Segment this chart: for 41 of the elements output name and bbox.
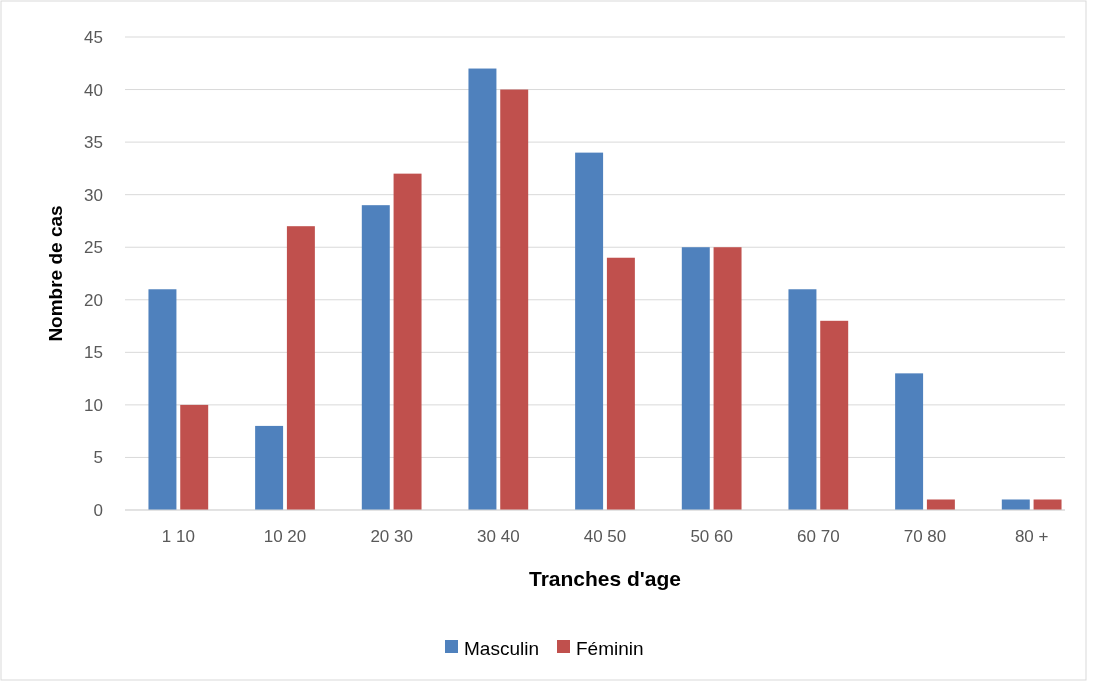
x-tick-label: 60 70 (797, 527, 840, 546)
bar (820, 320, 849, 510)
bar (468, 68, 497, 510)
bar (788, 289, 817, 510)
y-tick-label: 25 (84, 238, 103, 258)
y-tick-label: 0 (93, 500, 103, 520)
y-tick-label: 15 (84, 343, 103, 363)
legend-label: Masculin (464, 637, 539, 659)
x-tick-label: 50 60 (690, 527, 733, 546)
bar (1001, 499, 1030, 510)
x-tick-label: 20 30 (370, 527, 413, 546)
legend-label: Féminin (576, 637, 644, 659)
bar (681, 247, 710, 510)
y-tick-label: 40 (84, 80, 103, 100)
bar (1033, 499, 1062, 510)
x-tick-label: 80 + (1014, 527, 1049, 546)
y-tick-label: 10 (84, 395, 103, 415)
bar (713, 247, 742, 510)
x-tick-label: 70 80 (903, 527, 947, 546)
y-tick-label: 35 (84, 133, 103, 153)
bar (180, 404, 209, 510)
bar (575, 152, 604, 510)
bar (148, 289, 177, 510)
y-tick-label: 45 (84, 27, 103, 47)
bar (926, 499, 955, 510)
x-tick-label: 30 40 (477, 527, 520, 546)
x-tick-label: 1 10 (161, 527, 195, 546)
bar (361, 205, 390, 510)
bar (286, 226, 315, 510)
bar (606, 257, 635, 510)
x-tick-label: 10 20 (263, 527, 307, 546)
bar (393, 173, 422, 510)
y-tick-label: 5 (93, 448, 103, 468)
y-axis-title: Nombre de cas (45, 205, 66, 342)
y-tick-label: 20 (84, 290, 103, 310)
bar (255, 425, 284, 510)
bar (895, 373, 924, 510)
bar (500, 89, 529, 510)
y-tick-label: 30 (84, 185, 103, 205)
x-axis-title: Tranches d'age (528, 567, 682, 590)
x-tick-label: 40 50 (583, 527, 627, 546)
